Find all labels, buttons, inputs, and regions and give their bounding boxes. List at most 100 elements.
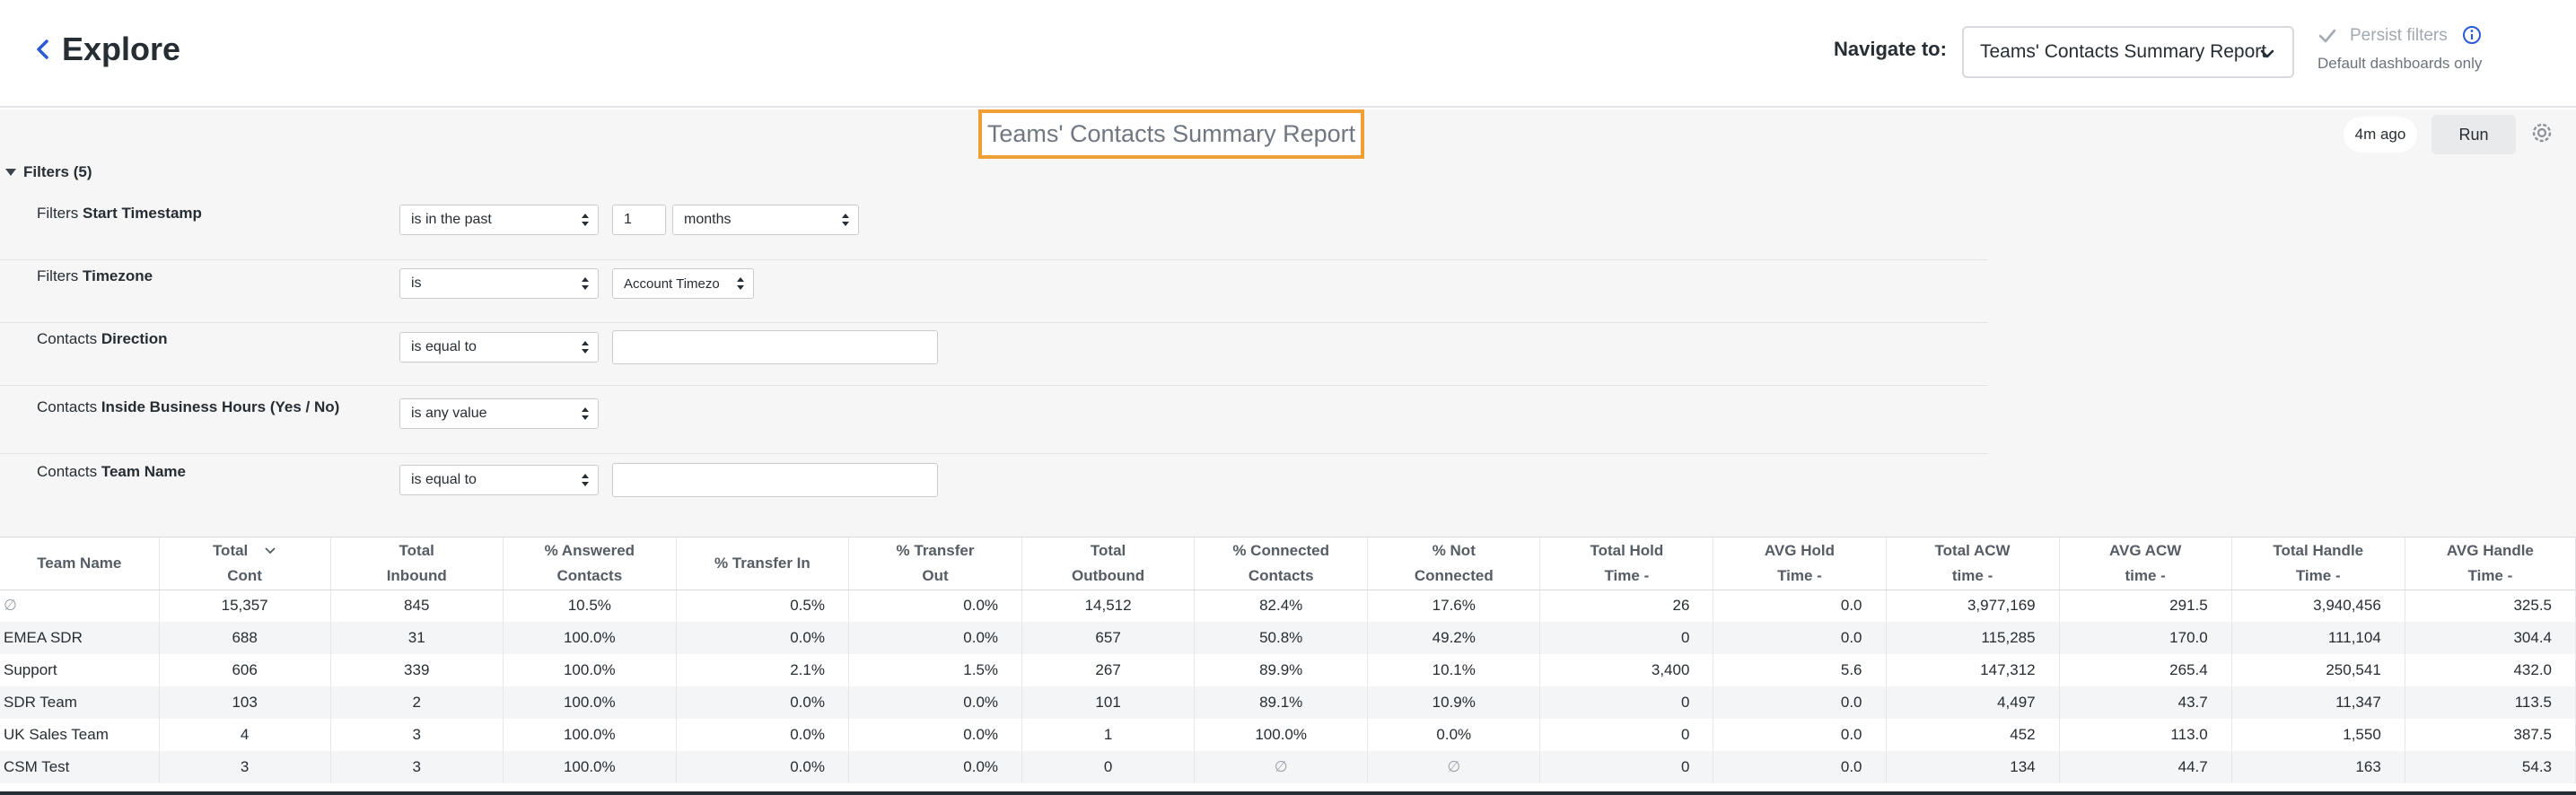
table-cell: 0.0: [1713, 622, 1887, 654]
back-chevron-icon[interactable]: [32, 36, 52, 63]
column-header[interactable]: % Transfer Out: [848, 537, 1023, 590]
navigate-dropdown[interactable]: Teams' Contacts Summary Report: [1962, 26, 2294, 78]
column-header-line2: Time -: [2467, 566, 2513, 584]
team-name-cell: ∅: [0, 590, 160, 622]
table-cell: 3,940,456: [2231, 590, 2405, 622]
table-cell: 89.9%: [1194, 654, 1369, 686]
table-cell: 0.5%: [676, 590, 849, 622]
column-header[interactable]: Total Cont: [159, 537, 331, 590]
column-header[interactable]: Total Hold Time -: [1539, 537, 1714, 590]
team-name-cell: CSM Test: [0, 751, 160, 783]
column-header[interactable]: % Answered Contacts: [503, 537, 677, 590]
filter-value-input[interactable]: 1: [612, 205, 666, 235]
filters-toggle[interactable]: Filters (5): [5, 163, 92, 181]
column-header-line1: Total Hold: [1590, 541, 1664, 559]
filter-operator-select[interactable]: is any value: [399, 398, 599, 429]
report-title[interactable]: Teams' Contacts Summary Report: [978, 109, 1364, 159]
persist-filters-checkbox[interactable]: [2318, 27, 2337, 45]
column-header[interactable]: AVG Handle Time -: [2405, 537, 2576, 590]
table-cell: 15,357: [159, 590, 331, 622]
table-cell: 3: [330, 751, 504, 783]
filter-row-business-hours: Contacts Inside Business Hours (Yes / No…: [0, 386, 1988, 454]
table-cell: 113.5: [2405, 686, 2576, 719]
table-cell: 26: [1539, 590, 1714, 622]
select-arrows-icon: [582, 474, 589, 486]
info-icon[interactable]: [2462, 25, 2482, 45]
table-row[interactable]: EMEA SDR 688 31 100.0% 0.0% 0.0% 657 50.8% 49.2%…: [0, 622, 2576, 654]
table-cell: 0.0%: [848, 622, 1023, 654]
filter-prefix: Filters: [37, 205, 79, 222]
filter-direction-input[interactable]: [612, 330, 938, 364]
table-cell: ∅: [1367, 751, 1541, 783]
filter-unit-select[interactable]: months: [672, 205, 859, 235]
team-name-cell: SDR Team: [0, 686, 160, 719]
table-cell: 100.0%: [503, 686, 677, 719]
column-header-line2: Outbound: [1071, 566, 1145, 584]
run-button[interactable]: Run: [2431, 115, 2516, 154]
table-cell: 0.0: [1713, 719, 1887, 751]
top-header: Explore Navigate to: Teams' Contacts Sum…: [0, 0, 2576, 108]
table-cell: 10.9%: [1367, 686, 1541, 719]
table-cell: 0.0%: [848, 719, 1023, 751]
filter-label: Contacts Inside Business Hours (Yes / No…: [37, 398, 339, 416]
report-area: Teams' Contacts Summary Report 4m ago Ru…: [0, 109, 2576, 795]
table-header-row: Team Name Total Cont Total Inbound % Answered…: [0, 537, 2576, 590]
team-name-cell: Support: [0, 654, 160, 686]
table-row[interactable]: ∅ 15,357 845 10.5% 0.5% 0.0% 14,512 82.4% 17.6% 2…: [0, 590, 2576, 622]
column-header-line1: % Transfer In: [714, 554, 810, 572]
column-header-line1: % Not: [1432, 541, 1476, 559]
column-header-line1: % Connected: [1232, 541, 1330, 559]
table-cell: 0: [1539, 719, 1714, 751]
table-cell: 10.5%: [503, 590, 677, 622]
column-header[interactable]: % Transfer In: [676, 537, 849, 590]
filter-operator-select[interactable]: is equal to: [399, 332, 599, 363]
column-header-line2: Inbound: [386, 566, 447, 584]
column-header[interactable]: Total Inbound: [330, 537, 504, 590]
table-cell: 163: [2231, 751, 2405, 783]
sort-desc-icon[interactable]: [264, 546, 276, 555]
table-cell: 82.4%: [1194, 590, 1369, 622]
column-header-line2: Contacts: [556, 566, 623, 584]
table-cell: 845: [330, 590, 504, 622]
filter-timezone-select[interactable]: Account Timezo: [612, 268, 754, 299]
filter-row-timezone: Filters Timezone is Account Timezo: [0, 260, 1988, 323]
column-header-line2: Out: [922, 566, 949, 584]
table-cell: 387.5: [2405, 719, 2576, 751]
column-header[interactable]: % Not Connected: [1367, 537, 1541, 590]
team-name-cell: EMEA SDR: [0, 622, 160, 654]
filter-operator-select[interactable]: is: [399, 268, 599, 299]
table-cell: 4: [159, 719, 331, 751]
table-row[interactable]: CSM Test 3 3 100.0% 0.0% 0.0% 0 ∅ ∅ 0 0.0 134 44.7 16…: [0, 751, 2576, 783]
filter-team-name-input[interactable]: [612, 463, 938, 497]
filter-field: Inside Business Hours (Yes / No): [101, 398, 340, 415]
last-run-badge: 4m ago: [2344, 117, 2417, 153]
column-header[interactable]: Total Handle Time -: [2231, 537, 2405, 590]
column-header[interactable]: % Connected Contacts: [1194, 537, 1369, 590]
column-header-line1: % Transfer: [896, 541, 975, 559]
column-header[interactable]: AVG Hold Time -: [1713, 537, 1887, 590]
column-header-line2: time -: [2125, 566, 2166, 584]
table-cell: 54.3: [2405, 751, 2576, 783]
filter-field: Start Timestamp: [83, 205, 202, 222]
table-row[interactable]: UK Sales Team 4 3 100.0% 0.0% 0.0% 1 100.0% 0.0%…: [0, 719, 2576, 751]
table-cell: 31: [330, 622, 504, 654]
filter-label: Contacts Direction: [37, 330, 168, 348]
column-header[interactable]: Team Name: [0, 537, 160, 590]
bottom-divider: [0, 791, 2576, 795]
navigate-dropdown-value: Teams' Contacts Summary Report: [1980, 41, 2267, 62]
table-cell: 0.0%: [676, 622, 849, 654]
table-cell: 103: [159, 686, 331, 719]
gear-icon[interactable]: [2529, 120, 2554, 145]
table-cell: 101: [1021, 686, 1196, 719]
filter-operator-value: is equal to: [411, 339, 477, 354]
table-row[interactable]: SDR Team 103 2 100.0% 0.0% 0.0% 101 89.1% 10.9% 0…: [0, 686, 2576, 719]
table-row[interactable]: Support 606 339 100.0% 2.1% 1.5% 267 89.9% 10.1%…: [0, 654, 2576, 686]
filter-field: Team Name: [101, 463, 187, 480]
column-header[interactable]: Total Outbound: [1021, 537, 1196, 590]
filter-operator-select[interactable]: is equal to: [399, 465, 599, 495]
filter-operator-select[interactable]: is in the past: [399, 205, 599, 235]
table-cell: 267: [1021, 654, 1196, 686]
column-header[interactable]: Total ACW time -: [1886, 537, 2060, 590]
column-header[interactable]: AVG ACW time -: [2059, 537, 2232, 590]
table-cell: 100.0%: [503, 751, 677, 783]
